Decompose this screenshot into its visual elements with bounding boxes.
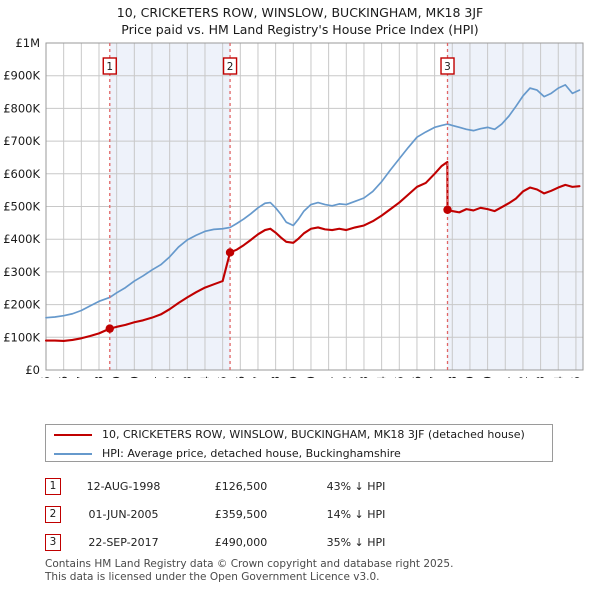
svg-text:1995: 1995	[39, 376, 53, 378]
legend-swatch-hpi	[54, 452, 92, 455]
price-chart: £0 £100K £200K £300K £400K £500K £600K £700K £80…	[0, 38, 600, 378]
svg-text:2021: 2021	[498, 376, 512, 378]
legend-label-hpi: HPI: Average price, detached house, Buck…	[102, 447, 401, 460]
footer-line-1: Contains HM Land Registry data © Crown c…	[45, 558, 454, 570]
svg-text:£400K: £400K	[3, 232, 40, 246]
transaction-hpi-delta-3: 35% ↓ HPI	[326, 535, 386, 549]
svg-text:2013: 2013	[357, 376, 371, 378]
transaction-date-1: 12-AUG-1998	[86, 479, 161, 493]
svg-text:1997: 1997	[74, 376, 88, 378]
svg-text:1998: 1998	[92, 376, 106, 378]
svg-text:£100K: £100K	[3, 330, 40, 344]
svg-text:2009: 2009	[286, 376, 300, 378]
transactions-table: 1 12-AUG-1998 £126,500 43% ↓ HPI 2 01-JU…	[45, 472, 565, 556]
svg-text:2005: 2005	[216, 376, 230, 378]
transaction-price-2: £359,500	[214, 507, 268, 521]
svg-text:£0: £0	[25, 363, 40, 377]
copyright-footer: Contains HM Land Registry data © Crown c…	[45, 558, 585, 583]
transaction-hpi-delta-2: 14% ↓ HPI	[326, 507, 386, 521]
svg-text:2018: 2018	[445, 376, 459, 378]
svg-text:2020: 2020	[481, 376, 495, 378]
svg-text:2000: 2000	[127, 376, 141, 378]
svg-text:2004: 2004	[198, 376, 212, 378]
svg-text:£600K: £600K	[3, 167, 40, 181]
transaction-price-3: £490,000	[214, 535, 268, 549]
svg-text:2016: 2016	[410, 376, 424, 378]
svg-text:2014: 2014	[375, 376, 389, 378]
transaction-hpi-delta-1: 43% ↓ HPI	[326, 479, 386, 493]
svg-text:2017: 2017	[428, 376, 442, 378]
legend-item-property: 10, CRICKETERS ROW, WINSLOW, BUCKINGHAM,…	[46, 425, 552, 444]
transaction-price-1: £126,500	[214, 479, 268, 493]
svg-text:2: 2	[227, 61, 234, 73]
legend-item-hpi: HPI: Average price, detached house, Buck…	[46, 444, 552, 463]
svg-text:1999: 1999	[110, 376, 124, 378]
svg-text:2006: 2006	[233, 376, 247, 378]
transaction-marker-2: 2	[45, 505, 61, 523]
svg-text:1: 1	[106, 61, 113, 73]
transaction-date-3: 22-SEP-2017	[88, 535, 159, 549]
svg-text:2010: 2010	[304, 376, 318, 378]
svg-text:2012: 2012	[339, 376, 353, 378]
svg-text:2011: 2011	[322, 376, 336, 378]
svg-text:2008: 2008	[269, 376, 283, 378]
svg-text:2015: 2015	[392, 376, 406, 378]
svg-text:2025: 2025	[569, 376, 583, 378]
svg-text:£300K: £300K	[3, 265, 40, 279]
svg-text:£700K: £700K	[3, 134, 40, 148]
legend-label-property: 10, CRICKETERS ROW, WINSLOW, BUCKINGHAM,…	[102, 428, 525, 441]
svg-text:2003: 2003	[180, 376, 194, 378]
svg-text:2024: 2024	[551, 376, 565, 378]
table-row: 3 22-SEP-2017 £490,000 35% ↓ HPI	[45, 528, 565, 556]
svg-text:2002: 2002	[163, 376, 177, 378]
page-title: 10, CRICKETERS ROW, WINSLOW, BUCKINGHAM,…	[0, 4, 600, 38]
svg-text:3: 3	[444, 61, 451, 73]
table-row: 2 01-JUN-2005 £359,500 14% ↓ HPI	[45, 500, 565, 528]
chart-canvas: £0 £100K £200K £300K £400K £500K £600K £700K £80…	[3, 38, 584, 378]
transaction-marker-1: 1	[45, 477, 61, 495]
table-row: 1 12-AUG-1998 £126,500 43% ↓ HPI	[45, 472, 565, 500]
svg-text:£200K: £200K	[3, 298, 40, 312]
svg-text:£800K: £800K	[3, 101, 40, 115]
svg-text:£500K: £500K	[3, 200, 40, 214]
svg-text:2022: 2022	[516, 376, 530, 378]
svg-text:2001: 2001	[145, 376, 159, 378]
svg-text:2007: 2007	[251, 376, 265, 378]
footer-line-2: This data is licensed under the Open Gov…	[45, 570, 380, 583]
transaction-marker-3: 3	[45, 533, 61, 551]
svg-text:£900K: £900K	[3, 69, 40, 83]
legend-swatch-property	[54, 433, 92, 436]
svg-text:2019: 2019	[463, 376, 477, 378]
transaction-date-2: 01-JUN-2005	[88, 507, 159, 521]
svg-text:2023: 2023	[534, 376, 548, 378]
chart-legend: 10, CRICKETERS ROW, WINSLOW, BUCKINGHAM,…	[45, 424, 553, 462]
title-line-1: 10, CRICKETERS ROW, WINSLOW, BUCKINGHAM,…	[116, 5, 484, 20]
title-line-2: Price paid vs. HM Land Registry's House …	[121, 22, 479, 37]
svg-text:1996: 1996	[57, 376, 71, 378]
svg-text:£1M: £1M	[15, 38, 40, 50]
